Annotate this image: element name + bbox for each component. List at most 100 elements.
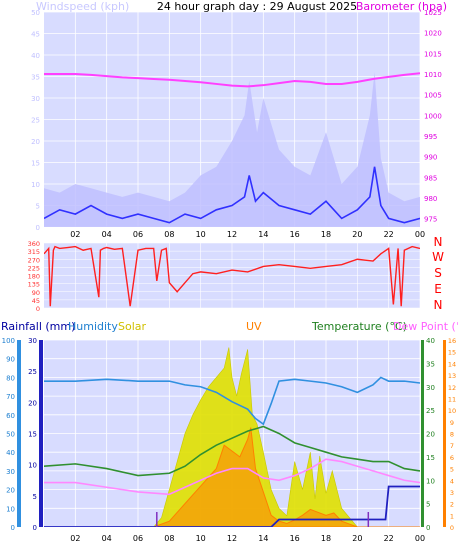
x-tick-label: 22	[384, 230, 394, 239]
solar-area	[44, 347, 420, 527]
x-tick-label: 14	[258, 230, 268, 239]
y-tick-label: 30	[31, 95, 40, 103]
legend-rainfall: Rainfall (mm)	[1, 320, 75, 333]
bottom-axes: 0102030405060708090100051015202530051015…	[2, 337, 457, 532]
temperature-tick-label: 25	[426, 407, 435, 415]
y2-tick-label: 1000	[424, 112, 442, 120]
y2-tick-label: 985	[424, 174, 437, 182]
legend-humidity: Humidity	[68, 320, 118, 333]
uv-tick-label: 1	[450, 512, 454, 520]
mid-series	[44, 245, 420, 307]
rainfall-axis-bar	[39, 340, 43, 527]
uv-tick-label: 6	[450, 454, 454, 462]
humidity-line	[44, 376, 420, 426]
humidity-tick-label: 50	[6, 431, 15, 439]
uv-tick-label: 5	[450, 466, 454, 474]
x-tick-label: 16	[290, 534, 300, 543]
y-tick-label: 0	[36, 224, 40, 232]
temperature-tick-label: 0	[426, 524, 430, 532]
uv-axis-bar	[443, 340, 446, 527]
y-tick-label: 25	[31, 117, 40, 125]
x-tick-label: 04	[102, 534, 112, 543]
humidity-tick-label: 20	[6, 487, 15, 495]
x-tick-label: 02	[70, 534, 80, 543]
humidity-tick-label: 0	[11, 524, 15, 532]
bottom-series	[44, 347, 420, 527]
x-tick-label: 08	[164, 534, 174, 543]
compass-label: W	[432, 250, 444, 264]
humidity-tick-label: 40	[6, 449, 15, 457]
x-tick-label: 10	[196, 534, 206, 543]
x-tick-label: 12	[227, 534, 237, 543]
y2-tick-label: 1015	[424, 50, 442, 58]
uv-tick-label: 0	[450, 524, 454, 532]
y2-tick-label: 990	[424, 154, 437, 162]
direction-tick-label: 0	[36, 305, 40, 313]
y-tick-label: 15	[31, 160, 40, 168]
direction-tick-label: 225	[28, 264, 40, 272]
windspeed-axis-label: Windspeed (kph)	[36, 0, 129, 13]
compass-label: S	[434, 266, 442, 280]
legend-temperature: Temperature (°C)	[311, 320, 407, 333]
x-tick-label: 08	[164, 230, 174, 239]
x-tick-label: 06	[133, 230, 143, 239]
uv-tick-label: 3	[450, 489, 454, 497]
bottom-x-tick-labels: 02 04 06 08 10 12 14 16 18 20 22 00	[70, 534, 425, 543]
x-tick-label: 20	[352, 230, 362, 239]
top-right-tick-labels: 975 980 985 990 995 1000 1005 1010 1015 1020 1025	[424, 9, 442, 224]
direction-tick-label: 180	[28, 273, 40, 281]
direction-tick-label: 135	[28, 281, 40, 289]
x-tick-label: 14	[258, 534, 268, 543]
rainfall-tick-label: 0	[33, 524, 37, 532]
rainfall-tick-label: 20	[28, 399, 37, 407]
uv-tick-label: 11	[448, 395, 456, 403]
rainfall-tick-label: 25	[28, 368, 37, 376]
wind-direction-line	[44, 245, 420, 307]
y2-tick-label: 1025	[424, 9, 442, 17]
y2-tick-label: 975	[424, 216, 437, 224]
direction-tick-label: 315	[28, 248, 40, 256]
humidity-tick-label: 90	[6, 356, 15, 364]
chart-title: 24 hour graph day : 29 August 2025	[157, 0, 357, 13]
x-tick-label: 22	[384, 534, 394, 543]
x-tick-label: 04	[102, 230, 112, 239]
dewpoint-line	[44, 458, 420, 496]
compass-label: N	[434, 235, 443, 249]
legend-uv: UV	[246, 320, 262, 333]
humidity-axis-bar	[17, 340, 21, 527]
y2-tick-label: 1005	[424, 92, 442, 100]
y-tick-label: 50	[31, 9, 40, 17]
temperature-line	[44, 425, 420, 477]
temperature-tick-label: 35	[426, 360, 435, 368]
temperature-tick-label: 40	[426, 337, 435, 345]
y-tick-label: 40	[31, 52, 40, 60]
uv-tick-label: 4	[450, 477, 454, 485]
x-tick-label: 18	[321, 534, 331, 543]
legend-solar: Solar	[118, 320, 147, 333]
top-series	[44, 72, 420, 227]
x-tick-label: 20	[352, 534, 362, 543]
y2-tick-label: 1020	[424, 30, 442, 38]
uv-tick-label: 16	[448, 337, 456, 345]
humidity-tick-label: 10	[6, 505, 15, 513]
uv-tick-label: 10	[448, 407, 456, 415]
x-tick-label: 02	[70, 230, 80, 239]
x-tick-label: 16	[290, 230, 300, 239]
y-tick-label: 45	[31, 31, 40, 39]
barometer-axis-label: Barometer (hpa)	[356, 0, 447, 13]
temperature-axis-bar	[421, 340, 424, 527]
barometer-line	[44, 72, 420, 88]
uv-tick-label: 15	[448, 349, 456, 357]
uv-tick-label: 12	[448, 384, 456, 392]
uv-tick-label: 2	[450, 501, 454, 509]
wind-gust-area	[44, 72, 420, 227]
direction-tick-label: 270	[28, 256, 40, 264]
direction-tick-label: 90	[32, 289, 40, 297]
humidity-tick-label: 60	[6, 412, 15, 420]
compass-label: N	[434, 298, 443, 312]
x-tick-label: 00	[415, 230, 425, 239]
x-tick-label: 06	[133, 534, 143, 543]
